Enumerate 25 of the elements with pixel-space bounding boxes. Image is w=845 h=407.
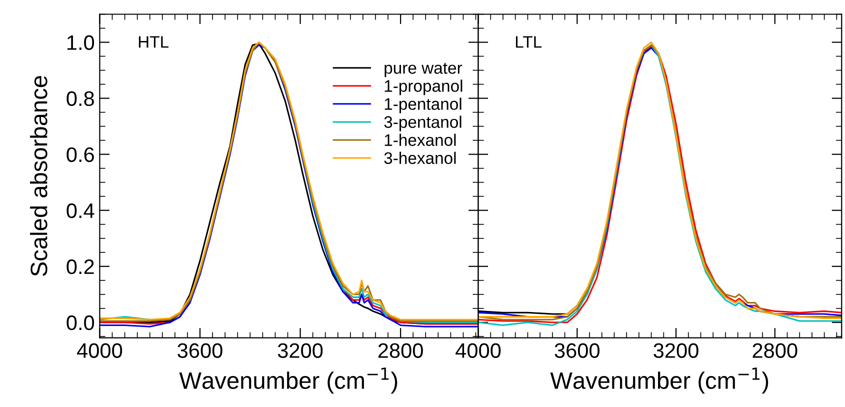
x-axis-title: Wavenumber (cm$^{−1}$) xyxy=(179,368,398,394)
y-tick-label: 0.4 xyxy=(66,203,94,218)
annotation: LTL xyxy=(516,36,542,48)
annotation: HTL xyxy=(138,36,168,48)
x-tick-label: 2800 xyxy=(752,343,798,358)
x-tick-label: 3600 xyxy=(178,343,222,358)
x-tick-label: 3200 xyxy=(278,343,323,358)
x-tick-label: 2800 xyxy=(378,343,423,358)
y-axis-title: Scaled absorbance xyxy=(30,76,48,276)
x-tick-label: 4000 xyxy=(77,343,122,358)
legend-label: 1-propanol xyxy=(384,80,462,96)
y-tick-label: 0.0 xyxy=(66,315,94,330)
legend-label: 3-pentanol xyxy=(384,116,462,132)
legend-label: pure water xyxy=(384,62,462,78)
legend-label: 1-hexanol xyxy=(384,134,456,146)
y-tick-label: 0.2 xyxy=(66,259,94,274)
legend-label: 3-hexanol xyxy=(384,152,456,164)
x-tick-label: 3600 xyxy=(554,343,600,358)
y-tick-label: 0.8 xyxy=(66,91,94,106)
x-tick-label: 3200 xyxy=(654,343,698,358)
x-axis-title: Wavenumber (cm$^{−1}$) xyxy=(550,368,768,394)
y-tick-label: 0.6 xyxy=(66,147,94,162)
legend-label: 1-pentanol xyxy=(384,98,462,114)
x-tick-label: 4000 xyxy=(456,343,501,358)
y-tick-label: 1.0 xyxy=(67,35,94,50)
